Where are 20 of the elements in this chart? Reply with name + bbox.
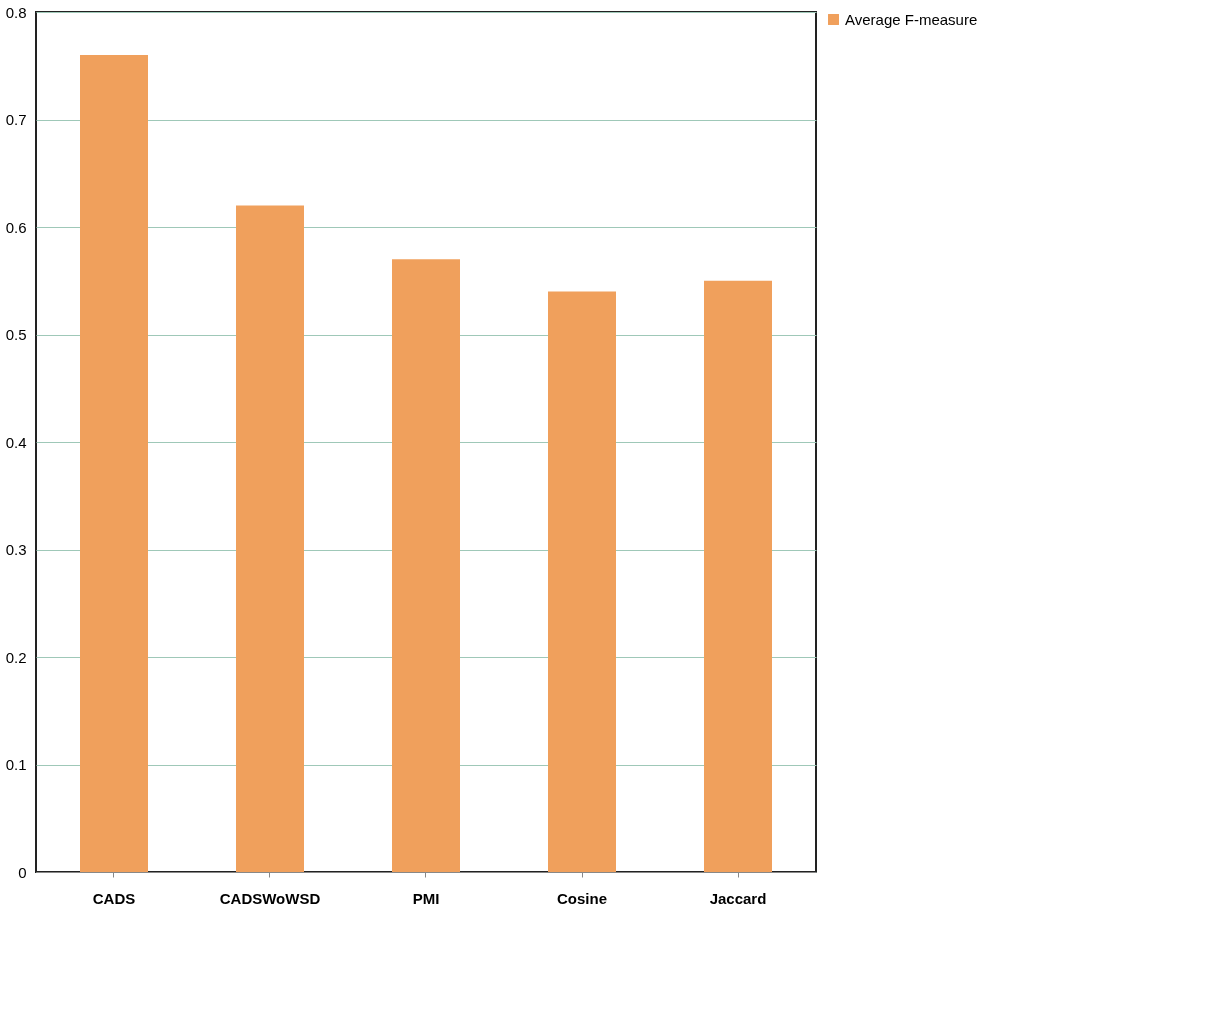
x-tick-label: Cosine xyxy=(556,889,608,907)
bar xyxy=(236,205,304,872)
bar xyxy=(80,55,148,872)
bar xyxy=(548,291,616,872)
y-tick-label: 0.6 xyxy=(5,218,27,236)
y-tick-label: 0.3 xyxy=(5,541,27,558)
x-tick-label: CADS xyxy=(92,889,136,907)
legend-label: Average F-measure xyxy=(845,10,978,28)
bar xyxy=(704,280,772,872)
y-tick-label: 0.2 xyxy=(5,648,27,666)
x-tick-label: CADSWoWSD xyxy=(219,889,321,907)
x-tick-label: PMI xyxy=(412,889,440,907)
y-tick-label: 0.4 xyxy=(5,433,27,451)
y-tick-label: 0 xyxy=(18,863,27,881)
y-tick-label: 0.5 xyxy=(5,326,27,343)
y-tick-label: 0.1 xyxy=(5,756,27,773)
x-tick-label: Jaccard xyxy=(709,889,767,907)
y-tick-label: 0.7 xyxy=(5,111,27,128)
bar xyxy=(392,259,460,872)
y-tick-label: 0.8 xyxy=(5,3,27,21)
